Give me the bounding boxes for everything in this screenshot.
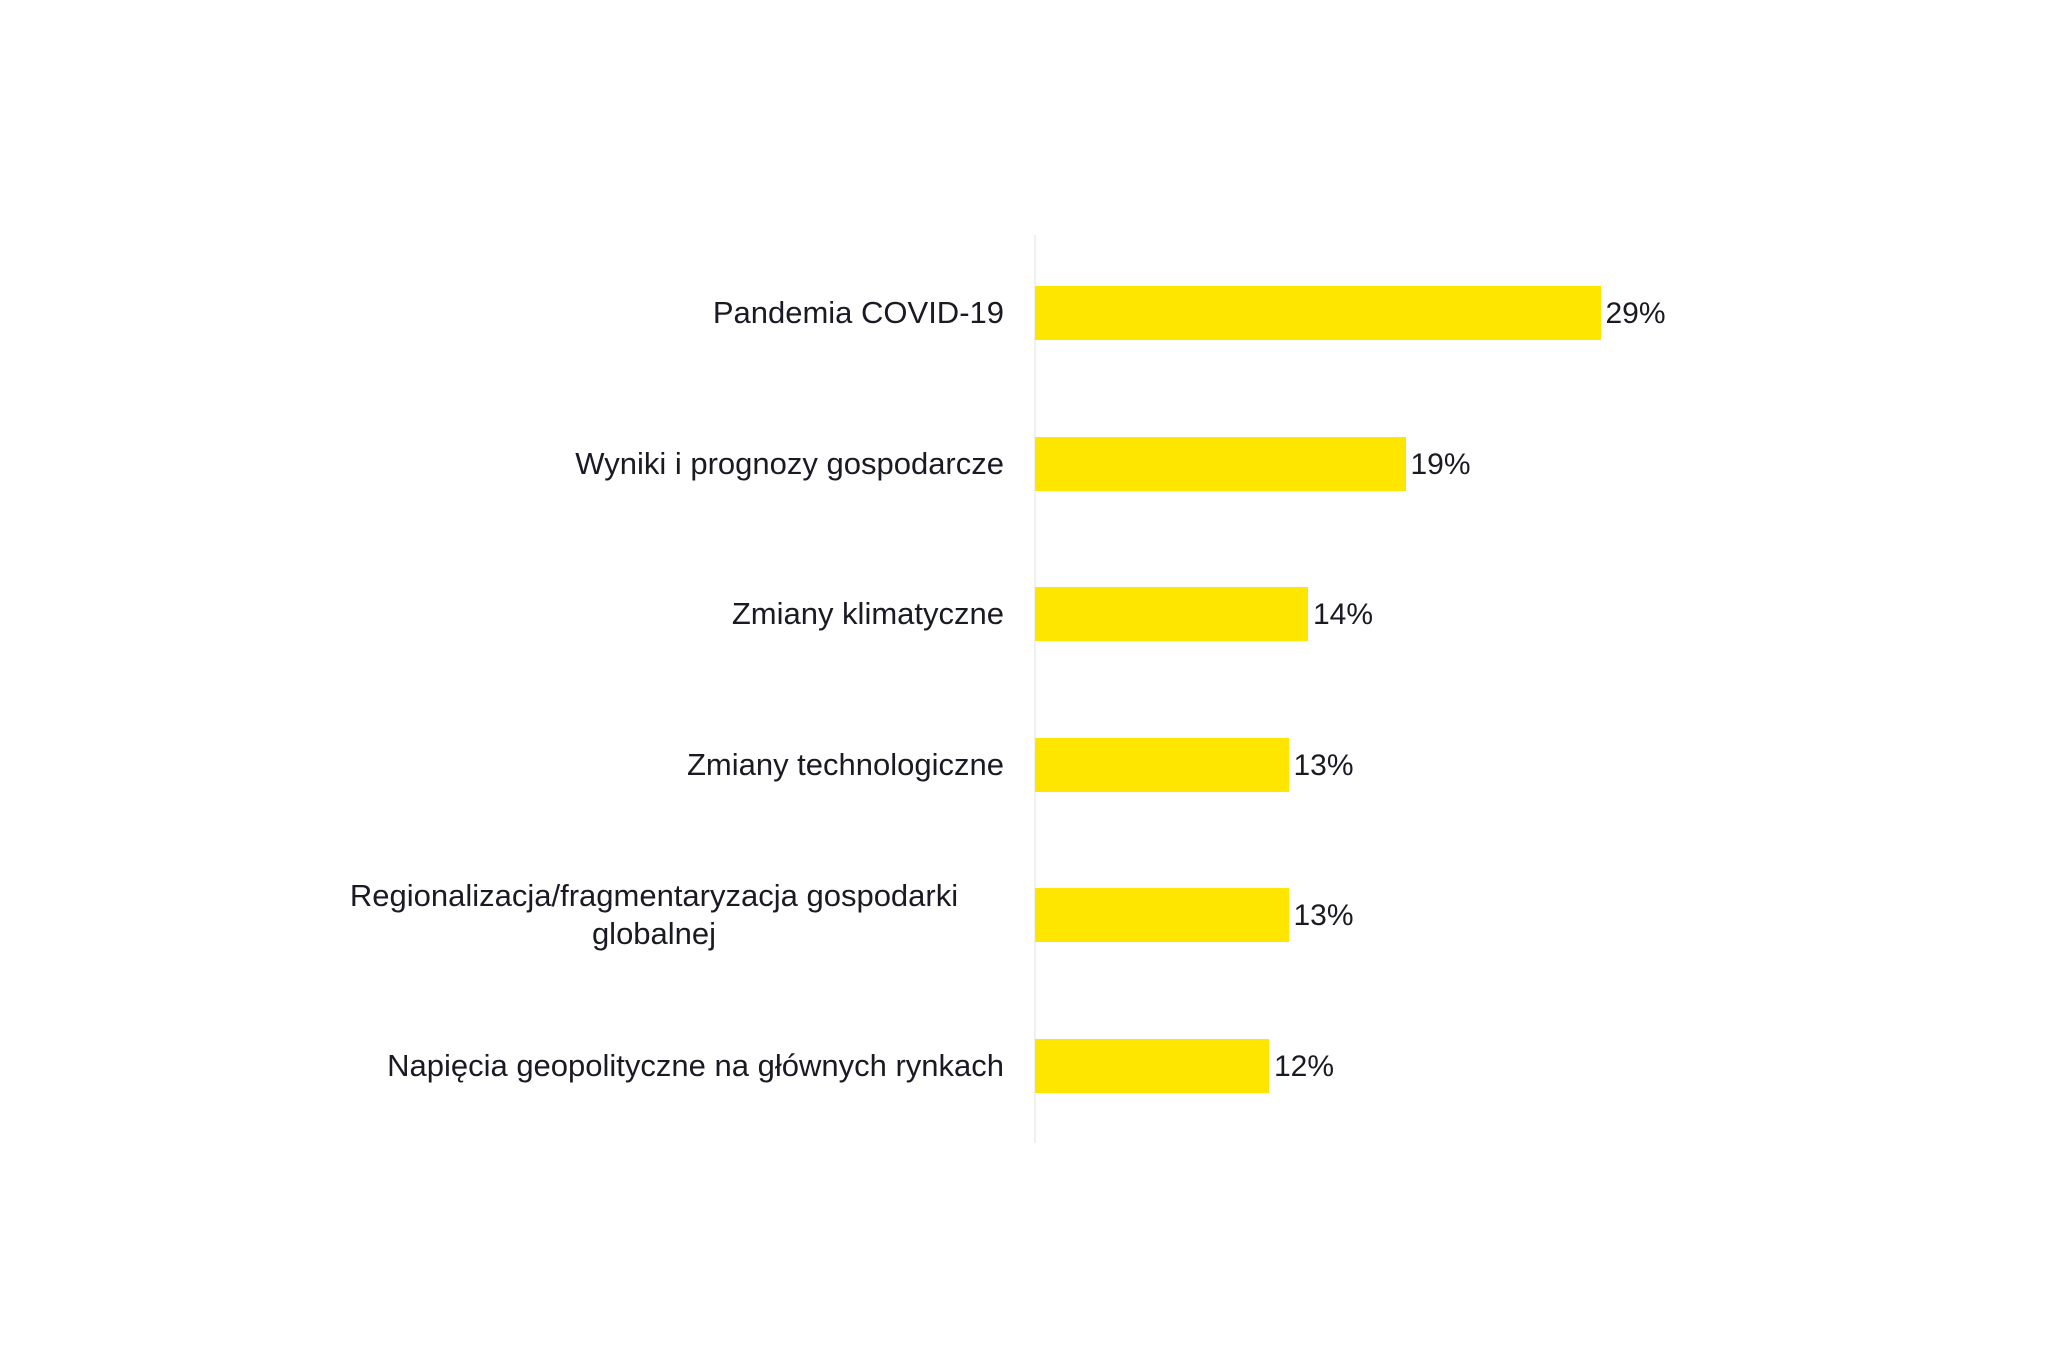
category-label: Pandemia COVID-19 bbox=[712, 295, 1004, 330]
value-label: 14% bbox=[1313, 598, 1374, 632]
value-label: 19% bbox=[1410, 447, 1471, 481]
value-label: 13% bbox=[1293, 748, 1354, 782]
category-label: Napięcia geopolityczne na głównych rynka… bbox=[387, 1048, 1004, 1083]
value-label: 12% bbox=[1274, 1050, 1335, 1083]
bar bbox=[1035, 737, 1289, 792]
category-label: Zmiany technologiczne bbox=[686, 746, 1004, 782]
category-label: Regionalizacja/fragmentaryzacja gospodar… bbox=[349, 878, 959, 952]
value-label: 29% bbox=[1605, 297, 1666, 330]
axis-line bbox=[1034, 235, 1036, 1143]
bar bbox=[1035, 436, 1406, 491]
bar bbox=[1035, 587, 1308, 642]
category-label: Zmiany klimatyczne bbox=[731, 596, 1004, 632]
bar bbox=[1035, 1039, 1269, 1093]
value-label: 13% bbox=[1293, 899, 1354, 933]
bar bbox=[1035, 888, 1289, 943]
bar bbox=[1035, 286, 1601, 340]
category-label: Wyniki i prognozy gospodarcze bbox=[575, 445, 1004, 481]
